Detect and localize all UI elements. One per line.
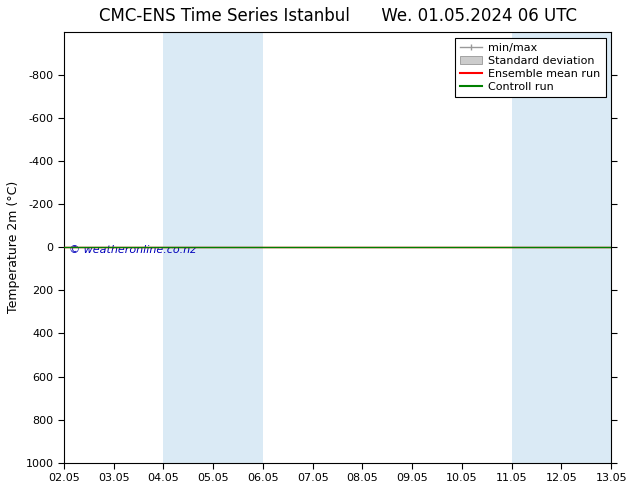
Text: © weatheronline.co.nz: © weatheronline.co.nz	[69, 245, 197, 255]
Bar	[164, 32, 263, 463]
Title: CMC-ENS Time Series Istanbul      We. 01.05.2024 06 UTC: CMC-ENS Time Series Istanbul We. 01.05.2…	[98, 7, 576, 25]
Bar	[512, 32, 611, 463]
Y-axis label: Temperature 2m (°C): Temperature 2m (°C)	[7, 181, 20, 314]
Legend: min/max, Standard deviation, Ensemble mean run, Controll run: min/max, Standard deviation, Ensemble me…	[455, 38, 605, 97]
